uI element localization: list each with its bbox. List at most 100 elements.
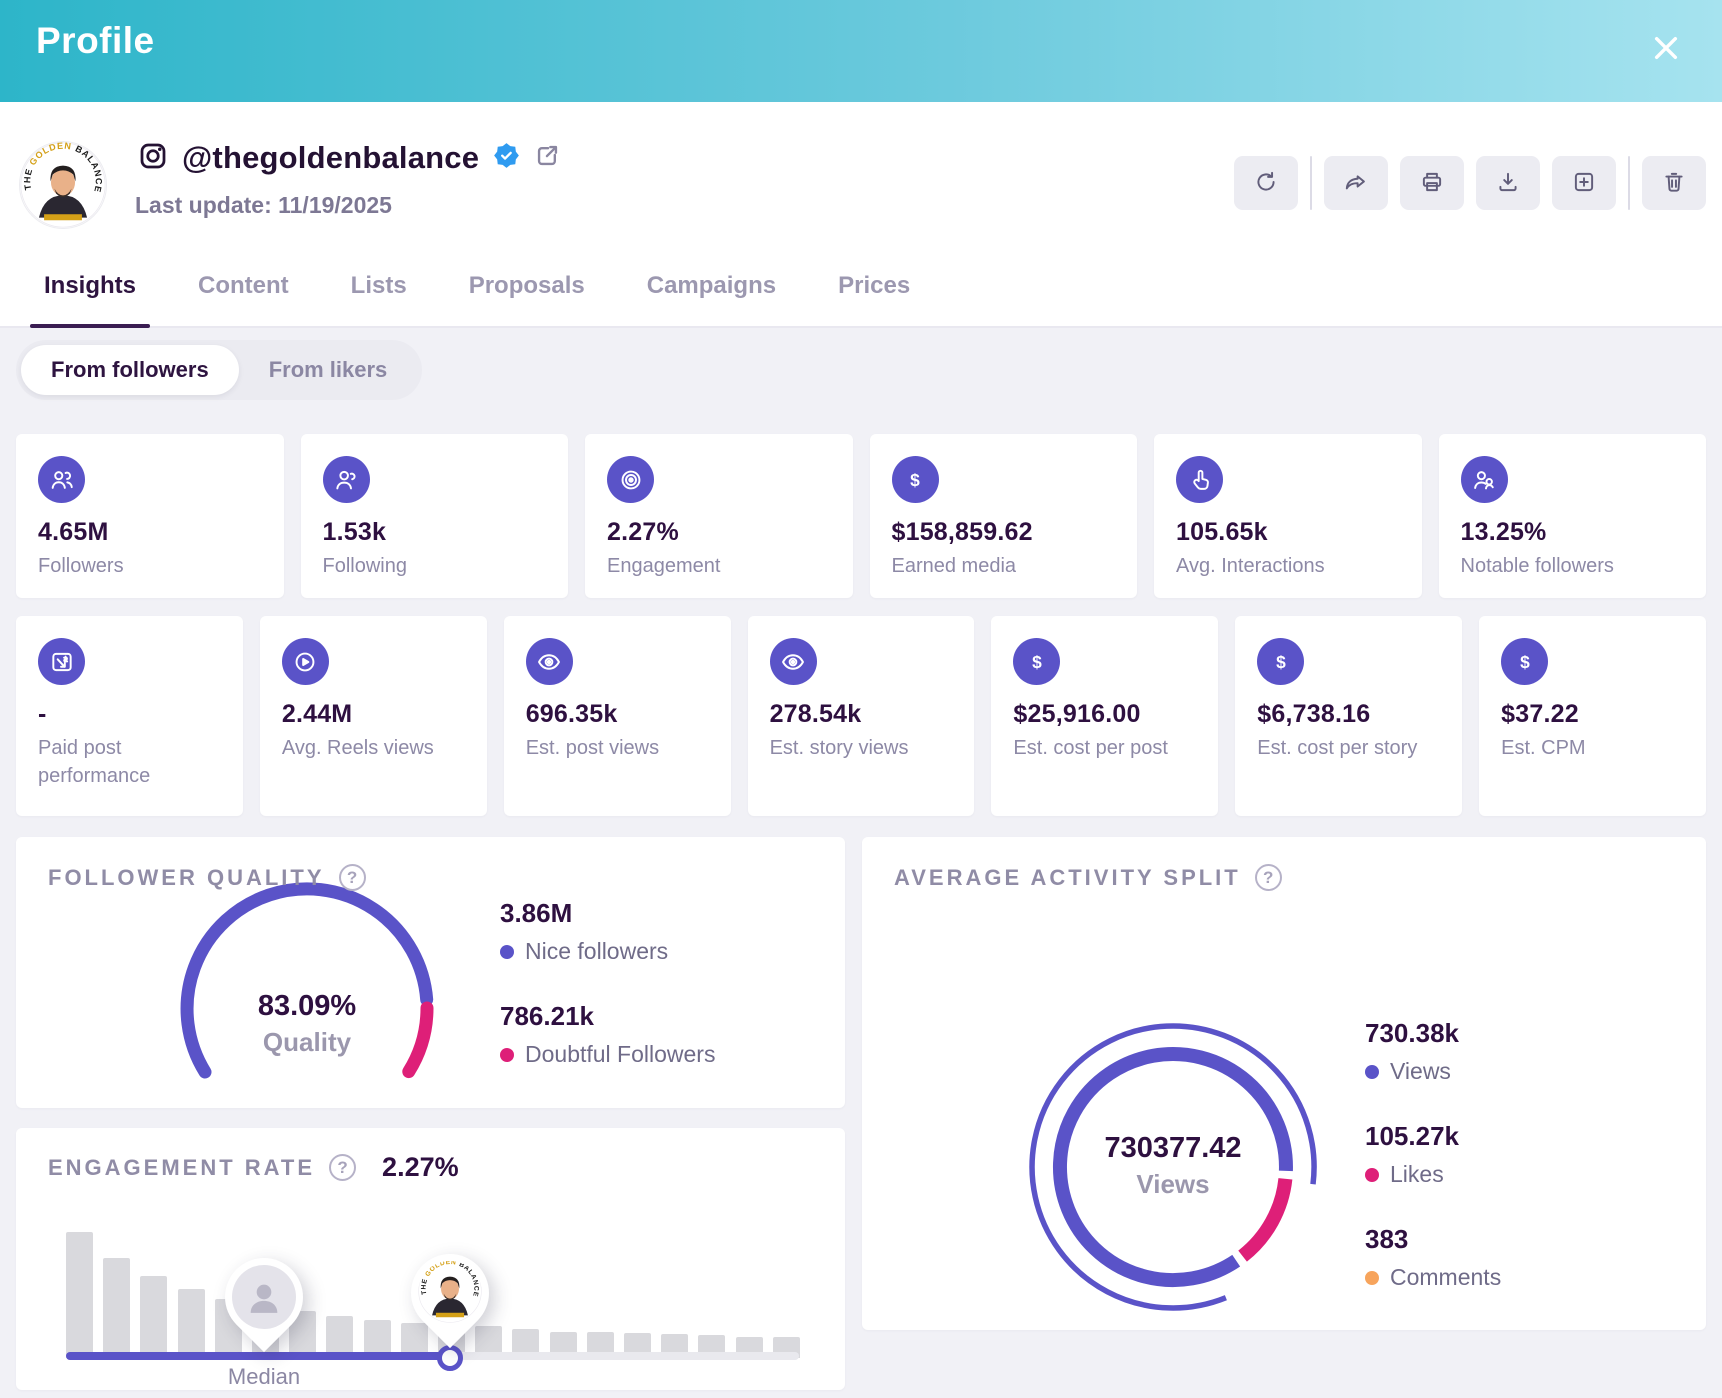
download-button[interactable] xyxy=(1476,156,1540,210)
engagement-rate-help-icon[interactable]: ? xyxy=(329,1154,357,1181)
stat-label: Est. cost per story xyxy=(1257,737,1418,759)
stat-label: Est. cost per post xyxy=(1013,737,1168,759)
add-icon xyxy=(1571,169,1597,198)
stat-label: Notable followers xyxy=(1460,555,1614,577)
tab-prices[interactable]: Prices xyxy=(838,272,911,299)
svg-text:$: $ xyxy=(1276,651,1286,671)
person-icon xyxy=(250,1284,278,1313)
dollar-icon: $ xyxy=(1013,638,1061,685)
page-title: Profile xyxy=(36,20,155,61)
print-icon xyxy=(1419,169,1445,198)
engagement-slider-knob[interactable] xyxy=(437,1345,463,1371)
stat-value: $25,916.00 xyxy=(1013,700,1141,728)
stat-value: 278.54k xyxy=(769,700,862,728)
header-bar: Profile xyxy=(0,0,1722,102)
verified-badge-icon xyxy=(493,142,520,174)
follower-quality-help-icon[interactable]: ? xyxy=(338,864,366,891)
dollar-icon: $ xyxy=(1501,638,1549,685)
activity-split-card xyxy=(862,837,1706,1330)
legend-item-views: 730.38k Views xyxy=(1365,1018,1501,1085)
refresh-icon xyxy=(1253,169,1279,198)
tab-proposals[interactable]: Proposals xyxy=(468,272,585,299)
toolbar xyxy=(1234,156,1706,210)
close-button[interactable] xyxy=(1644,26,1688,70)
legend-value: 105.27k xyxy=(1365,1121,1459,1151)
stat-value: $158,859.62 xyxy=(891,518,1033,546)
legend-dot xyxy=(500,1047,514,1062)
stat-label: Engagement xyxy=(607,555,721,577)
trash-button[interactable] xyxy=(1642,156,1706,210)
stat-card-following: 1.53k Following xyxy=(300,434,568,598)
stat-label: Est. post views xyxy=(525,737,660,759)
refresh-button[interactable] xyxy=(1234,156,1298,210)
svg-text:$: $ xyxy=(910,469,920,489)
legend-item-doubtful-followers: 786.21k Doubtful Followers xyxy=(500,1001,715,1068)
stat-card-est-story-views: 278.54k Est. story views xyxy=(747,616,975,816)
legend-label: Views xyxy=(1390,1058,1451,1084)
paid-post-icon xyxy=(38,638,85,685)
stat-card-engagement: 2.27% Engagement xyxy=(585,434,853,598)
legend-value: 3.86M xyxy=(500,898,573,928)
tab-campaigns[interactable]: Campaigns xyxy=(646,272,777,299)
legend-item-likes: 105.27k Likes xyxy=(1365,1121,1501,1188)
toolbar-divider xyxy=(1628,156,1630,210)
tab-content[interactable]: Content xyxy=(198,272,289,299)
share-icon xyxy=(1343,169,1369,198)
legend-item-nice-followers: 3.86M Nice followers xyxy=(500,898,715,965)
avatar-image: THE GOLDEN BALANCE xyxy=(20,142,106,228)
stat-value: 696.35k xyxy=(525,700,618,728)
stat-card-notable-followers: 13.25% Notable followers xyxy=(1438,434,1706,598)
tab-insights[interactable]: Insights xyxy=(29,246,151,328)
stats-row-1: 4.65M Followers 1.53k Following 2.27% Engagem… xyxy=(16,434,1706,598)
legend-dot xyxy=(500,944,514,959)
stat-value: $37.22 xyxy=(1501,700,1579,728)
source-toggle: From followers From likers xyxy=(16,340,423,400)
add-button[interactable] xyxy=(1552,156,1616,210)
follower-quality-legend: 3.86M Nice followers 786.21k Doubtful Follo… xyxy=(500,898,715,1104)
stat-label: Followers xyxy=(38,555,124,577)
engagement-rate-title: ENGAGEMENT RATE xyxy=(48,1154,316,1180)
legend-value: 383 xyxy=(1365,1224,1409,1254)
stat-value: 2.27% xyxy=(607,518,679,546)
stat-card-est-cpm: $ $37.22 Est. CPM xyxy=(1479,616,1706,816)
stat-card-est-cost-per-post: $ $25,916.00 Est. cost per post xyxy=(991,616,1219,816)
print-button[interactable] xyxy=(1400,156,1464,210)
histogram-bar xyxy=(363,1320,391,1358)
histogram-bar xyxy=(140,1276,168,1358)
stat-label: Following xyxy=(322,555,407,577)
share-button[interactable] xyxy=(1324,156,1388,210)
eye-icon xyxy=(769,638,817,685)
profile-marker-pin: THE GOLDEN BALANCE xyxy=(394,1237,506,1349)
toolbar-divider xyxy=(1310,156,1312,210)
stat-value: 2.44M xyxy=(281,700,353,728)
activity-split-help-icon[interactable]: ? xyxy=(1254,864,1282,891)
avatar: THE GOLDEN BALANCE xyxy=(20,142,106,228)
toggle-from-likers[interactable]: From likers xyxy=(268,357,388,382)
download-icon xyxy=(1495,169,1521,198)
stat-value: $6,738.16 xyxy=(1257,700,1371,728)
profile-handle: @thegoldenbalance xyxy=(182,140,480,175)
legend-dot xyxy=(1365,1064,1379,1079)
legend-label: Comments xyxy=(1390,1264,1502,1290)
stat-value: 4.65M xyxy=(38,518,109,546)
stat-card-est-post-views: 696.35k Est. post views xyxy=(503,616,731,816)
toggle-from-followers[interactable]: From followers xyxy=(21,345,239,395)
stat-label: Est. CPM xyxy=(1501,737,1586,759)
stat-value: - xyxy=(38,700,47,728)
stat-label: Avg. Interactions xyxy=(1176,555,1325,577)
stat-card-avg-interactions: 105.65k Avg. Interactions xyxy=(1154,434,1422,598)
follower-quality-title: FOLLOWER QUALITY xyxy=(48,864,325,890)
notable-followers-icon xyxy=(1460,456,1508,503)
tab-lists[interactable]: Lists xyxy=(350,272,407,299)
interactions-tap-icon xyxy=(1176,456,1223,503)
stat-card-avg-reels-views: 2.44M Avg. Reels views xyxy=(259,616,487,816)
legend-value: 730.38k xyxy=(1365,1018,1459,1048)
trash-icon xyxy=(1661,169,1687,198)
stat-value: 1.53k xyxy=(322,518,387,546)
stat-card-paid-post-performance: - Paid post performance xyxy=(16,616,243,816)
engagement-target-icon xyxy=(607,456,654,503)
legend-label: Likes xyxy=(1390,1161,1444,1187)
external-link-icon[interactable] xyxy=(534,142,561,174)
median-label: Median xyxy=(227,1364,301,1389)
